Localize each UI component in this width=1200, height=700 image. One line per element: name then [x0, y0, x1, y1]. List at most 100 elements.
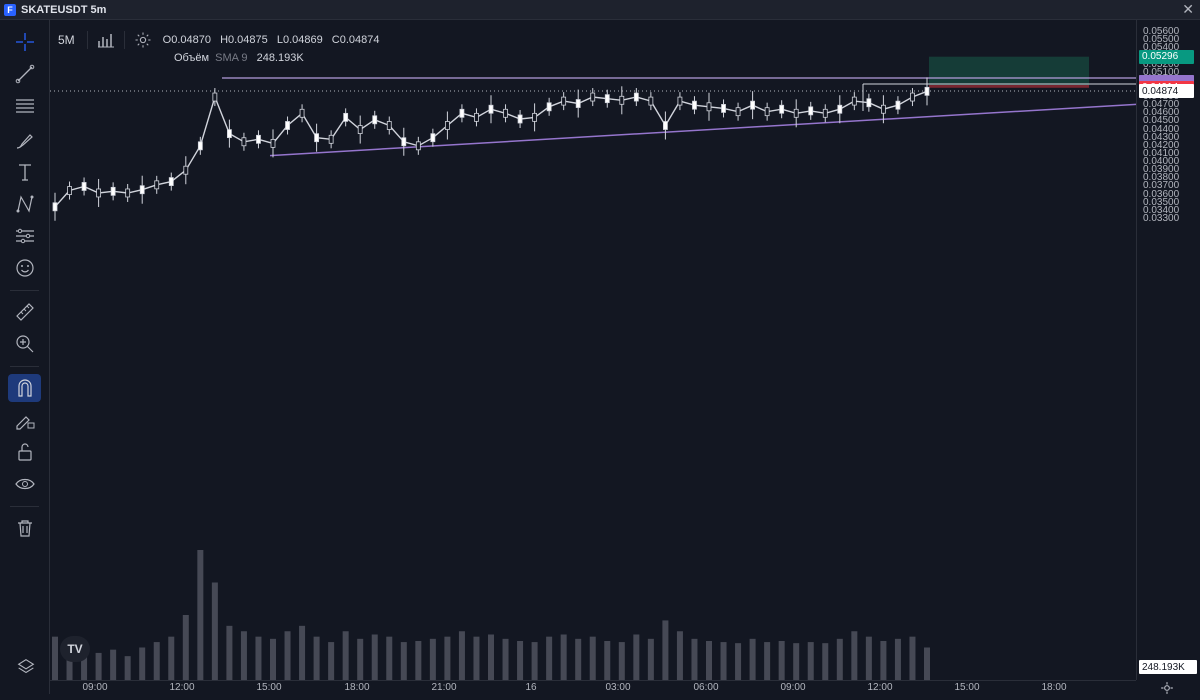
- candle-body: [808, 106, 814, 116]
- volume-bar: [415, 641, 422, 680]
- price-tick: 0.05100: [1143, 66, 1180, 78]
- volume-bar: [386, 636, 393, 680]
- time-axis[interactable]: 09:00 12:00 15:00 18:00 21:00 16 03:00 06:00 09:…: [50, 680, 1136, 695]
- volume-bar: [894, 638, 901, 680]
- long-position-target-zone: [929, 56, 1089, 86]
- candle-body: [314, 133, 320, 143]
- volume-bar: [909, 636, 916, 680]
- candle-body: [924, 86, 930, 96]
- toolbar-divider: [10, 506, 39, 507]
- volume-bar: [342, 631, 349, 680]
- candle-body: [197, 141, 203, 151]
- volume-bar: [270, 638, 276, 680]
- price-tick: 0.04500: [1143, 115, 1180, 127]
- candle-body: [866, 98, 872, 108]
- candle-body: [546, 102, 552, 112]
- interval-button[interactable]: 5M: [58, 33, 75, 47]
- time-tick: 21:00: [431, 682, 457, 693]
- volume-bar: [836, 638, 843, 680]
- volume-bar: [299, 625, 306, 680]
- candle-body: [139, 185, 145, 195]
- volume-bar: [357, 638, 364, 680]
- price-label: 0.05296: [1139, 49, 1194, 64]
- candle-body: [125, 188, 131, 198]
- unlock-icon[interactable]: [8, 438, 41, 466]
- pattern-icon[interactable]: [8, 190, 41, 218]
- text-icon[interactable]: [8, 158, 41, 186]
- settings-gear-icon[interactable]: [129, 28, 157, 52]
- volume-bar: [691, 638, 698, 680]
- candle-body: [299, 108, 305, 118]
- candle-body: [692, 100, 697, 110]
- candle-body: [357, 125, 363, 134]
- price-tick: 0.03700: [1143, 180, 1180, 192]
- candle-body: [881, 104, 886, 114]
- volume-bar: [371, 634, 378, 680]
- ohlc-open: O0.04870: [162, 34, 211, 46]
- window-title: SKATEUSDT 5m: [21, 3, 107, 16]
- close-icon[interactable]: ✕: [1182, 1, 1194, 17]
- forecast-icon[interactable]: [8, 222, 41, 250]
- price-tick: 0.05400: [1143, 42, 1180, 54]
- lock-drawing-icon[interactable]: [8, 406, 41, 434]
- price-chart[interactable]: [50, 20, 1136, 680]
- candle-body: [663, 121, 668, 130]
- candle-body: [212, 92, 218, 102]
- candle-body: [183, 165, 189, 175]
- candle-body: [837, 104, 843, 114]
- brush-icon[interactable]: [8, 126, 41, 154]
- volume-bar: [182, 615, 189, 680]
- chart-type-icon[interactable]: [92, 28, 120, 52]
- volume-bar: [807, 642, 814, 680]
- price-tick: 0.03600: [1143, 188, 1180, 200]
- volume-bar: [793, 643, 800, 680]
- volume-bar: [662, 620, 669, 680]
- volume-bar: [531, 642, 538, 680]
- volume-bar: [546, 636, 553, 680]
- volume-bar: [647, 638, 654, 680]
- time-tick: 18:00: [344, 682, 370, 693]
- candle-body: [633, 92, 639, 102]
- volume-bar: [618, 642, 625, 680]
- volume-bar: [197, 550, 204, 680]
- time-tick: 15:00: [256, 682, 282, 693]
- trend-line-icon[interactable]: [8, 60, 41, 88]
- volume-bar: [328, 642, 335, 680]
- candle-body: [154, 180, 160, 190]
- candle-body: [459, 108, 465, 118]
- layers-icon[interactable]: [15, 656, 37, 678]
- candle-body: [343, 112, 349, 122]
- price-tick: 0.04400: [1143, 123, 1180, 135]
- price-tick: 0.04600: [1143, 107, 1180, 119]
- trash-icon[interactable]: [8, 514, 41, 542]
- tradingview-logo: TV: [60, 636, 90, 662]
- candle-body: [328, 134, 334, 144]
- volume-bar: [139, 647, 146, 680]
- time-tick: 12:00: [867, 682, 893, 693]
- candle-body: [575, 99, 581, 108]
- zoom-in-icon[interactable]: [8, 330, 41, 358]
- volume-bar: [52, 636, 58, 680]
- candle-body: [604, 94, 610, 104]
- volume-bar: [81, 647, 88, 680]
- eye-icon[interactable]: [8, 470, 41, 498]
- time-tick: 06:00: [693, 682, 719, 693]
- fib-icon[interactable]: [8, 92, 41, 120]
- crosshair-icon[interactable]: [8, 28, 41, 56]
- candle-body: [735, 107, 741, 117]
- volume-bar: [400, 642, 407, 680]
- candle-body: [52, 202, 58, 212]
- axis-settings-gear-icon[interactable]: [1160, 681, 1174, 695]
- volume-bar: [473, 636, 480, 680]
- magnet-icon[interactable]: [8, 374, 41, 402]
- drawing-toolbar: [0, 20, 50, 694]
- volume-bar: [95, 652, 102, 680]
- price-axis[interactable]: 0.056000.055000.054000.053000.052000.051…: [1136, 20, 1200, 680]
- ohlc-low: L0.04869: [276, 34, 323, 46]
- emoji-icon[interactable]: [8, 254, 41, 282]
- ruler-icon[interactable]: [8, 298, 41, 326]
- volume-bar: [240, 631, 247, 680]
- candle-body: [444, 121, 450, 130]
- candle-body: [401, 137, 407, 147]
- candle-body: [241, 137, 247, 147]
